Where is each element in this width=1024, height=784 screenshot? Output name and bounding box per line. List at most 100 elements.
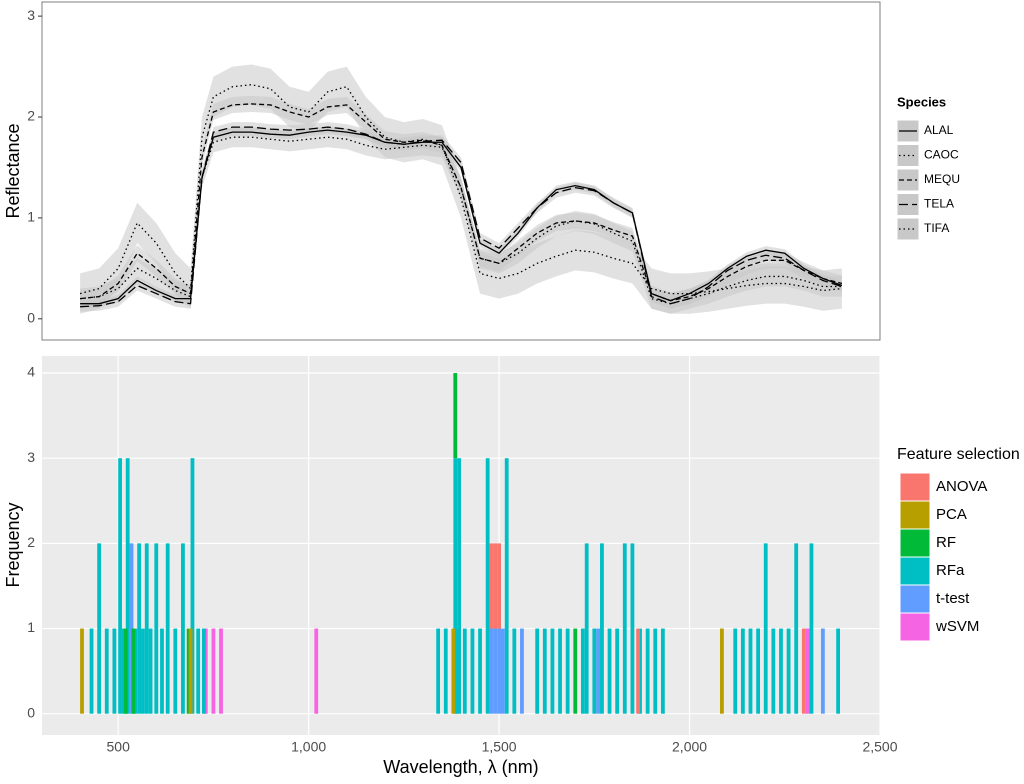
bar [565,628,570,714]
bar [80,628,84,714]
bar [820,628,825,714]
legend-label: t-test [936,590,970,607]
y-tick-label: 2 [27,534,35,550]
bar [763,543,768,714]
bar [104,628,109,714]
legend-label: TELA [924,197,954,211]
x-tick-label: 1,500 [482,739,517,755]
bar [493,628,498,714]
y-tick-label: 1 [27,619,35,635]
bar [173,628,178,714]
bar [756,628,761,714]
bar [580,628,585,714]
bar [436,628,441,714]
bar [615,628,620,714]
legend-label: CAOC [924,148,959,162]
x-tick-label: 500 [107,739,131,755]
legend-key [899,584,931,614]
bar [453,458,458,714]
bar [457,458,461,714]
bar [660,628,665,714]
bar [596,628,601,714]
bar [497,543,501,629]
bar [196,628,201,714]
bar [740,628,745,714]
bar [809,543,814,714]
y-tick-label: 0 [27,704,35,720]
y-tick-label: 4 [27,364,35,380]
x-tick-label: 2,500 [862,739,897,755]
bar [653,628,658,714]
bar [630,543,635,714]
legend-label: TIFA [924,221,949,235]
legend-key [899,556,931,586]
bar [520,628,524,714]
legend-label: ALAL [924,123,954,137]
x-tick-label: 2,000 [672,739,707,755]
bar [443,628,448,714]
series-line [80,126,843,308]
bar [836,628,841,714]
bar [453,373,458,459]
bar [592,628,597,714]
bar [733,628,738,714]
bar [211,628,216,714]
y-tick-label: 0 [27,310,35,326]
bar [512,628,517,714]
series-line [80,103,843,302]
bar [451,628,456,714]
legend-title: Feature selection [897,446,1020,463]
bar [748,628,753,714]
bar [720,628,724,714]
bar [489,543,494,629]
bar [805,628,810,714]
bar [201,628,206,714]
legend-key [899,500,931,530]
bar [165,543,170,714]
bar [181,543,185,714]
bar [314,628,319,714]
bar [584,543,589,714]
bar [497,628,501,714]
y-axis-title: Reflectance [3,123,23,218]
bar [123,628,128,714]
bar [558,628,562,714]
bar [121,628,126,714]
bar [141,628,145,714]
legend-title: Species [897,94,946,109]
legend-key [899,612,931,642]
bar [89,628,94,714]
bar [485,458,490,714]
bar [489,628,494,714]
bar [478,628,482,714]
legend-key [899,528,931,558]
bar [160,628,164,714]
bar [131,628,136,714]
bar [542,628,547,714]
legend-label: MEQU [924,172,960,186]
bar [493,543,498,629]
bar [535,628,540,714]
bar [504,458,509,714]
bar [144,543,149,714]
bar [203,628,208,714]
y-axis-title: Frequency [3,502,23,587]
bar [137,543,142,714]
bar [219,628,223,714]
bar [118,458,122,714]
bar [125,458,130,714]
x-tick-label: 1,000 [291,739,326,755]
bar [550,628,555,714]
bar [154,543,159,714]
bar [794,543,799,714]
legend-label: RFa [936,562,965,579]
legend-label: ANOVA [936,478,987,495]
bar [645,628,650,714]
bar [190,458,195,714]
x-axis-title: Wavelength, λ (nm) [383,757,538,777]
bar [636,628,641,714]
ribbon [80,122,842,312]
legend-label: RF [936,534,956,551]
bar [801,628,806,714]
